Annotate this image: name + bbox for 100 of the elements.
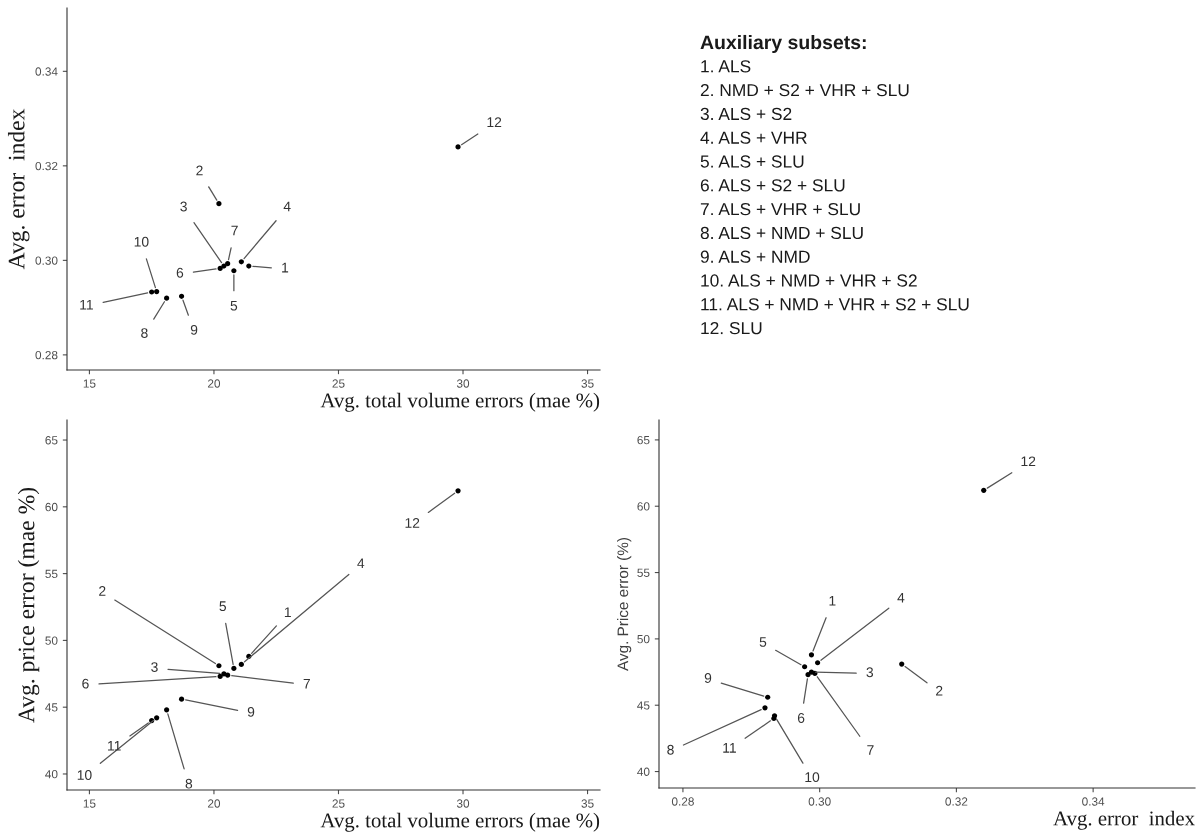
point [225, 672, 231, 678]
annotation: 5 [219, 601, 227, 612]
annotation: 5 [759, 637, 767, 647]
annotation: 7 [867, 745, 874, 755]
x-tick-label: 25 [332, 799, 345, 808]
point [154, 288, 160, 295]
point [149, 289, 155, 295]
text: 11. ALS + NMD + VHR + S2 + SLU [701, 298, 969, 311]
annotation: 7 [303, 678, 310, 689]
x-tick-label: 15 [83, 799, 96, 808]
annotation: 6 [176, 267, 184, 278]
annotation: 12 [487, 117, 502, 127]
text: 10. ALS + NMD + VHR + S2 [701, 274, 917, 287]
annotation: 6 [82, 678, 89, 689]
point [238, 259, 244, 265]
point [154, 715, 160, 721]
point [225, 261, 231, 267]
x-tick-label: 0.28 [671, 797, 694, 806]
y-tick-label: 0.30 [35, 256, 58, 265]
annotation: 10 [805, 772, 820, 783]
annotation: 7 [231, 225, 238, 236]
annotation: 2 [99, 586, 106, 596]
point [815, 660, 821, 666]
text: 5. ALS + SLU [700, 155, 804, 168]
text: 8. ALS + NMD + SLU [700, 226, 863, 240]
text: 3. ALS + S2 [700, 107, 792, 121]
text: 12. SLU [701, 321, 762, 335]
annotation: 8 [667, 744, 674, 755]
x-tick-label: 15 [83, 379, 96, 388]
annotation: 12 [405, 518, 420, 528]
text: 9. ALS + NMD [700, 250, 810, 263]
point [981, 487, 987, 493]
text: 1. ALS [701, 60, 751, 73]
y-tick-label: 0.34 [35, 67, 58, 76]
annotation: 1 [284, 607, 291, 617]
annotation: 4 [283, 201, 291, 212]
x-tick-label: 35 [581, 799, 594, 808]
point [231, 665, 237, 672]
x-tick-label: 35 [581, 379, 594, 388]
annotation: 5 [230, 300, 238, 311]
point [216, 663, 222, 669]
point [899, 661, 905, 667]
point [802, 664, 808, 670]
x-axis-title: Avg. total volume errors (mae %) [320, 392, 600, 412]
y-tick-label: 40 [45, 770, 58, 779]
annotation: 1 [829, 596, 836, 606]
point [164, 295, 170, 301]
x-axis-title: Avg. error index [1053, 810, 1195, 830]
text: Auxiliary subsets: [700, 34, 866, 54]
y-tick-label: 50 [45, 636, 58, 645]
annotation: 9 [704, 673, 712, 683]
y-tick-label: 0.28 [35, 350, 58, 360]
y-tick-label: 0.32 [35, 161, 58, 171]
annotation: 8 [185, 778, 193, 789]
text: 7. ALS + VHR + SLU [700, 202, 860, 216]
annotation: 3 [151, 662, 158, 672]
x-tick-label: 25 [332, 379, 345, 388]
y-tick-label: 65 [45, 436, 58, 445]
annotation: 1 [282, 262, 289, 273]
y-tick-label: 60 [45, 502, 58, 512]
x-tick-label: 0.32 [945, 797, 968, 806]
y-tick-label: 45 [45, 703, 58, 712]
x-tick-label: 30 [456, 379, 470, 388]
x-tick-label: 0.30 [808, 797, 831, 806]
annotation: 9 [190, 324, 198, 335]
annotation: 10 [134, 236, 149, 247]
annotation: 11 [108, 740, 121, 751]
annotation: 4 [897, 592, 905, 603]
y-tick-label: 60 [637, 502, 650, 511]
point [178, 293, 185, 299]
x-axis-title: Avg. total volume errors (mae %) [320, 812, 600, 832]
point [238, 661, 244, 668]
annotation: 2 [936, 685, 943, 696]
text: 4. ALS + VHR [700, 131, 807, 144]
annotation: 3 [180, 201, 187, 212]
point [805, 672, 811, 678]
annotation: 2 [196, 165, 203, 176]
text: 6. ALS + S2 + SLU [700, 179, 845, 192]
annotation: 3 [866, 667, 874, 678]
point [762, 705, 768, 711]
annotation: 8 [141, 328, 148, 339]
y-tick-label: 40 [637, 767, 650, 776]
annotation: 4 [357, 558, 365, 569]
y-tick-label: 45 [637, 701, 650, 710]
x-tick-label: 0.34 [1082, 797, 1105, 806]
x-tick-label: 20 [207, 379, 221, 388]
y-tick-label: 55 [637, 568, 650, 577]
x-tick-label: 20 [207, 799, 221, 808]
x-tick-label: 30 [456, 799, 470, 808]
annotation: 9 [247, 706, 255, 717]
point [246, 263, 252, 269]
y-tick-label: 50 [637, 634, 650, 644]
point [455, 144, 461, 150]
y-tick-label: 65 [637, 435, 650, 445]
point [455, 488, 461, 494]
point [164, 707, 170, 713]
point [231, 268, 237, 274]
text: 2. NMD + S2 + VHR + SLU [700, 83, 909, 97]
y-axis-title: Avg. error index [7, 108, 30, 270]
point [216, 201, 222, 207]
